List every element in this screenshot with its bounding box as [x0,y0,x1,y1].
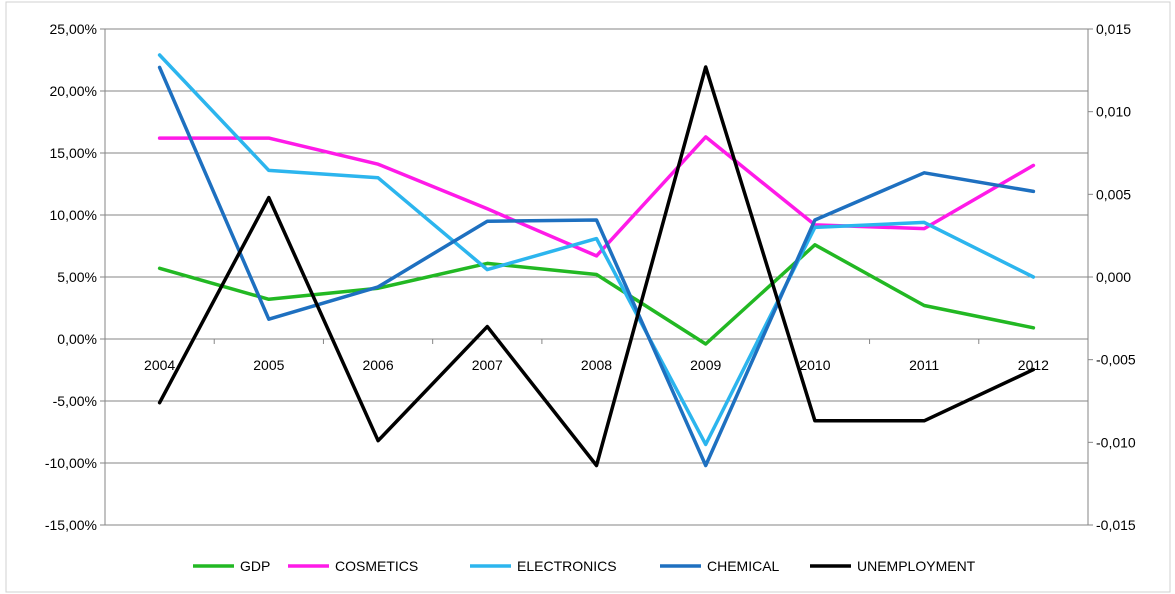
legend-label-electronics: ELECTRONICS [517,558,617,574]
y-left-tick-label: 0,00% [57,331,97,347]
chart-border [5,1,1171,593]
series-lines [157,53,1036,468]
y-left-tick-label: -15,00% [45,517,97,533]
y-right-tick-label: 0,000 [1096,269,1131,285]
legend-label-cosmetics: COSMETICS [335,558,418,574]
legend-label-chemical: CHEMICAL [707,558,780,574]
axes: 25,00% 20,00% 15,00% 10,00% 5,00% 0,00% -5,00%… [45,21,1136,533]
x-tick-label: 2010 [799,357,830,373]
y-right-tick-label: -0,010 [1096,434,1136,450]
y-right-tick-label: -0,005 [1096,352,1136,368]
x-tick-label: 2008 [581,357,612,373]
y-left-tick-label: 15,00% [50,145,97,161]
y-right-tick-label: 0,005 [1096,186,1131,202]
y-left-tick-label: 10,00% [50,207,97,223]
legend: GDP COSMETICS ELECTRONICS CHEMICAL UNEMPLOYM… [193,558,976,574]
legend-label-unemployment: UNEMPLOYMENT [857,558,976,574]
series-line-electronics [157,53,1036,447]
series-line-cosmetics [157,135,1036,258]
legend-label-gdp: GDP [240,558,270,574]
x-tick-label: 2012 [1018,357,1049,373]
y-left-tick-label: 20,00% [50,83,97,99]
y-right-tick-label: 0,010 [1096,104,1131,120]
x-tick-label: 2004 [144,357,175,373]
y-left-tick-label: 5,00% [57,269,97,285]
y-left-tick-label: -5,00% [53,393,97,409]
y-left-tick-label: -10,00% [45,455,97,471]
series-line-gdp [157,243,1036,346]
x-tick-label: 2007 [472,357,503,373]
x-tick-label: 2005 [253,357,284,373]
series-line-chemical [157,65,1036,468]
x-tick-label: 2006 [362,357,393,373]
y-right-tick-label: 0,015 [1096,21,1131,37]
y-right-tick-label: -0,015 [1096,517,1136,533]
x-tick-label: 2011 [909,357,939,373]
series-line-unemployment [157,65,1036,468]
x-tick-label: 2009 [690,357,721,373]
y-left-tick-label: 25,00% [50,21,97,37]
